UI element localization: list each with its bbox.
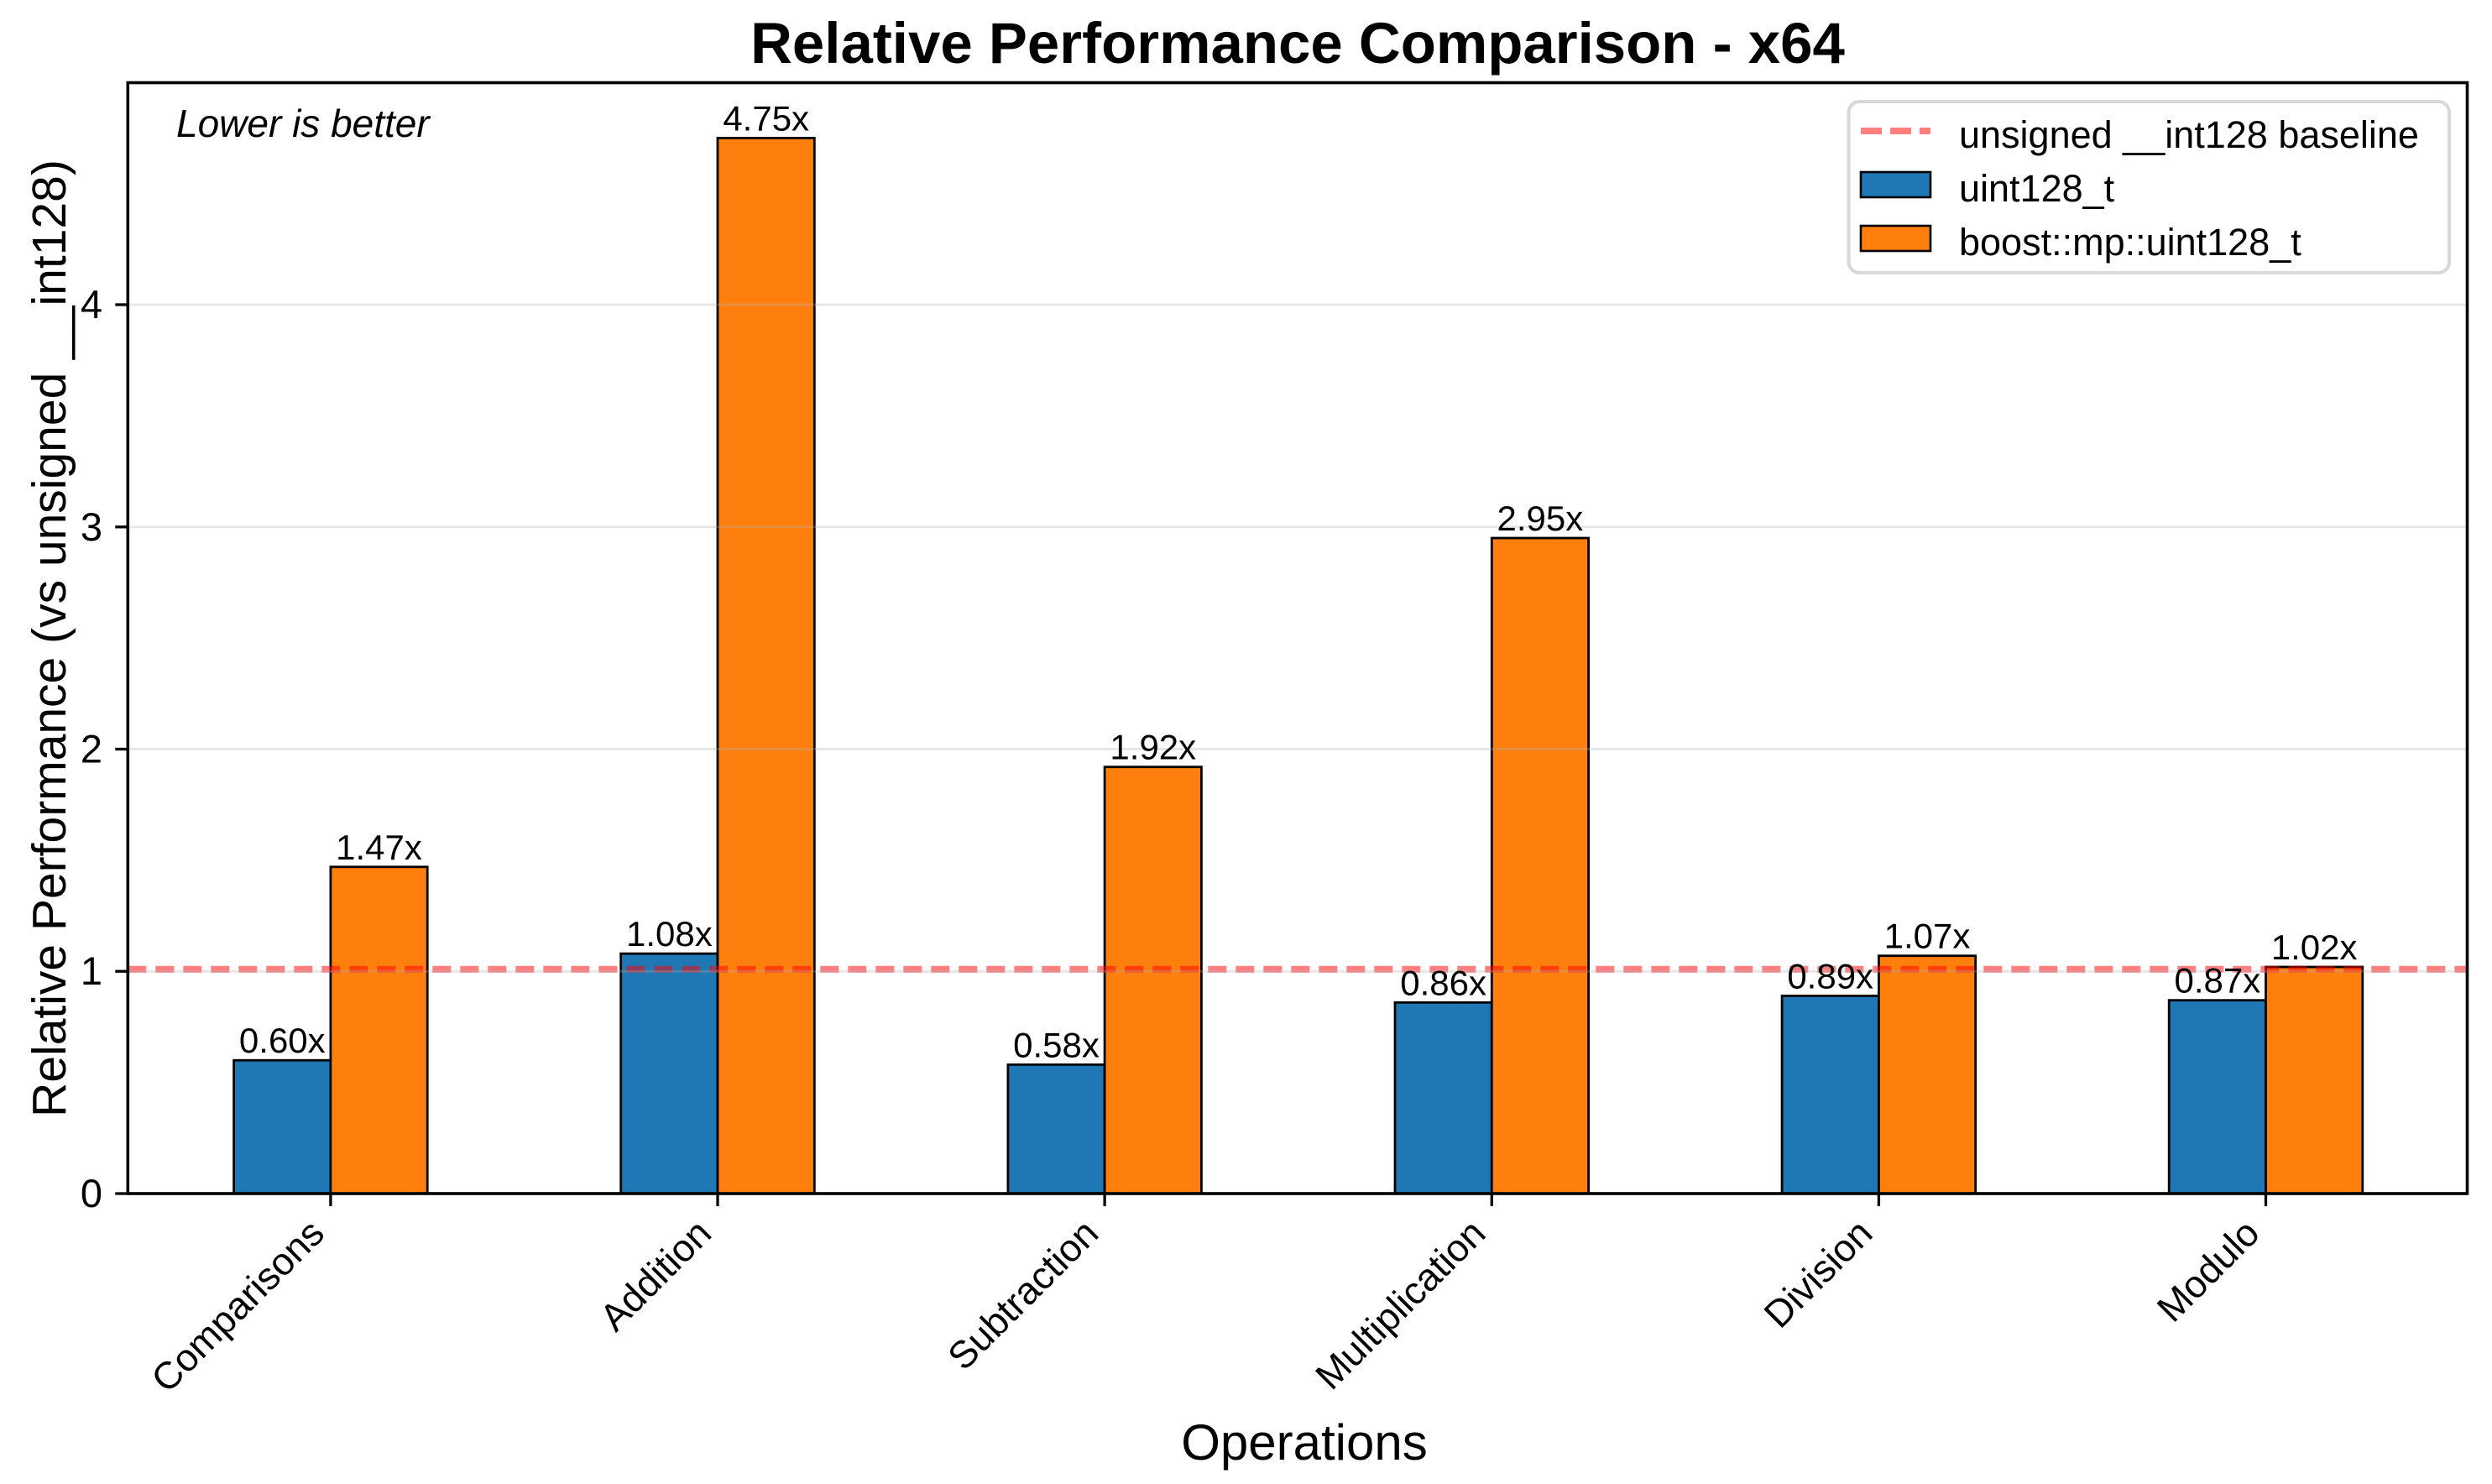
svg-text:Relative Performance (vs unsig: Relative Performance (vs unsigned __int1…	[23, 159, 76, 1117]
svg-text:Operations: Operations	[1181, 1414, 1428, 1471]
svg-text:0.58x: 0.58x	[1013, 1025, 1100, 1064]
svg-text:unsigned __int128 baseline: unsigned __int128 baseline	[1959, 113, 2419, 156]
svg-text:Lower is better: Lower is better	[176, 102, 431, 145]
svg-text:1: 1	[81, 948, 102, 993]
svg-text:4.75x: 4.75x	[723, 98, 809, 138]
svg-text:Relative Performance Compariso: Relative Performance Comparison - x64	[750, 11, 1845, 76]
svg-text:1.92x: 1.92x	[1110, 728, 1196, 767]
svg-text:2.95x: 2.95x	[1497, 499, 1584, 538]
svg-text:1.47x: 1.47x	[336, 828, 422, 867]
svg-text:0.60x: 0.60x	[239, 1021, 326, 1060]
svg-text:3: 3	[81, 504, 102, 549]
svg-text:0.86x: 0.86x	[1400, 963, 1486, 1002]
svg-text:1.08x: 1.08x	[626, 914, 713, 954]
svg-text:4: 4	[81, 282, 102, 327]
svg-text:uint128_t: uint128_t	[1959, 167, 2115, 210]
svg-text:0: 0	[81, 1171, 102, 1215]
svg-text:0.89x: 0.89x	[1787, 956, 1873, 995]
svg-text:boost::mp::uint128_t: boost::mp::uint128_t	[1959, 221, 2301, 264]
svg-text:2: 2	[81, 727, 102, 771]
svg-text:1.02x: 1.02x	[2271, 928, 2358, 967]
svg-text:1.07x: 1.07x	[1884, 917, 1971, 956]
svg-text:0.87x: 0.87x	[2175, 961, 2261, 1001]
